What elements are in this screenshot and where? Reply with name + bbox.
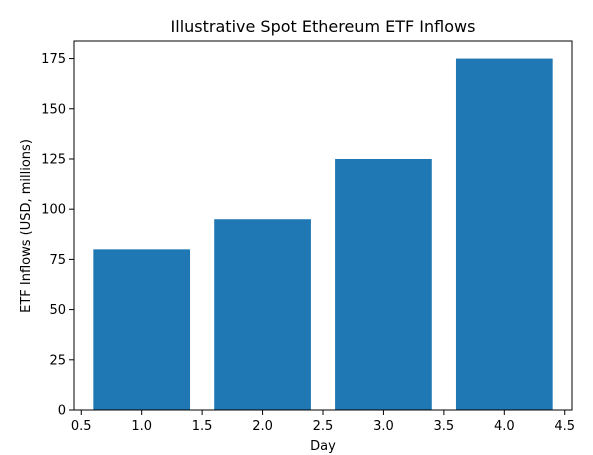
bar-day-4 bbox=[455, 58, 553, 410]
chart-title: Illustrative Spot Ethereum ETF Inflows bbox=[171, 17, 476, 36]
y-tick-label: 125 bbox=[41, 152, 66, 167]
y-tick-label: 0 bbox=[58, 404, 66, 419]
y-tick-label: 25 bbox=[49, 353, 66, 368]
x-tick-label: 3.0 bbox=[373, 419, 394, 434]
y-tick-label: 75 bbox=[49, 253, 66, 268]
bars-group bbox=[93, 58, 553, 410]
x-axis-ticks: 0.5 1.0 1.5 2.0 2.5 3.0 3.5 4.0 4.5 bbox=[71, 410, 575, 434]
y-tick-label: 175 bbox=[41, 52, 66, 67]
x-tick-label: 4.5 bbox=[554, 419, 575, 434]
x-axis-label: Day bbox=[310, 439, 336, 454]
x-tick-label: 2.0 bbox=[252, 419, 273, 434]
y-axis-ticks: 0 25 50 75 100 125 150 175 bbox=[41, 52, 74, 419]
y-tick-label: 50 bbox=[49, 303, 66, 318]
x-tick-label: 3.5 bbox=[434, 419, 455, 434]
x-tick-label: 0.5 bbox=[71, 419, 92, 434]
bar-day-1 bbox=[93, 249, 191, 410]
x-tick-label: 2.5 bbox=[313, 419, 334, 434]
y-tick-label: 100 bbox=[41, 203, 66, 218]
bar-day-3 bbox=[335, 158, 432, 410]
x-tick-label: 1.5 bbox=[192, 419, 213, 434]
y-tick-label: 150 bbox=[41, 102, 66, 117]
y-axis-label: ETF Inflows (USD, millions) bbox=[19, 139, 34, 313]
x-tick-label: 4.0 bbox=[494, 419, 515, 434]
bar-day-2 bbox=[214, 219, 311, 410]
x-tick-label: 1.0 bbox=[131, 419, 152, 434]
